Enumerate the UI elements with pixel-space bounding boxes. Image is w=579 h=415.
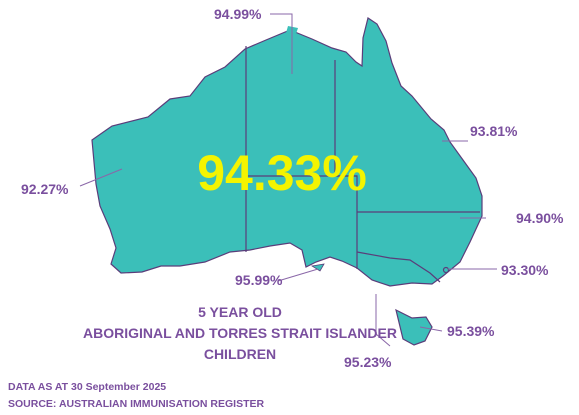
act-rate: 93.30% [501, 262, 549, 278]
cohort-line-2: ABORIGINAL AND TORRES STRAIT ISLANDER [83, 325, 397, 341]
state-borders [245, 46, 480, 283]
qld-rate: 93.81% [470, 123, 518, 139]
vic-leader [375, 294, 391, 347]
sa-rate: 95.99% [235, 272, 283, 288]
sa-leader [277, 268, 319, 282]
nsw-vic-border [356, 251, 441, 283]
mainland-landmass [91, 17, 483, 287]
nt-leader [270, 13, 293, 74]
data-source: SOURCE: AUSTRALIAN IMMUNISATION REGISTER [8, 398, 265, 410]
leader-lines [79, 13, 497, 347]
mainland [91, 17, 483, 346]
cohort-line-1: 5 YEAR OLD [198, 304, 282, 320]
act-marker [442, 266, 450, 274]
cohort-line-3: CHILDREN [203, 346, 277, 362]
vic-rate: 95.23% [344, 354, 392, 370]
tas-leader [419, 326, 443, 332]
nsw-rate: 94.90% [516, 210, 564, 226]
tas-rate: 95.39% [447, 323, 495, 339]
data-date: DATA AS AT 30 September 2025 [8, 381, 167, 393]
tasmania-landmass [395, 308, 433, 346]
nt-rate: 94.99% [214, 6, 262, 22]
wa-rate: 92.27% [21, 181, 69, 197]
kangaroo-island-landmass [310, 263, 325, 272]
wa-leader [79, 168, 123, 187]
qld-sa-border [335, 175, 358, 212]
national-rate: 94.33% [197, 145, 367, 201]
